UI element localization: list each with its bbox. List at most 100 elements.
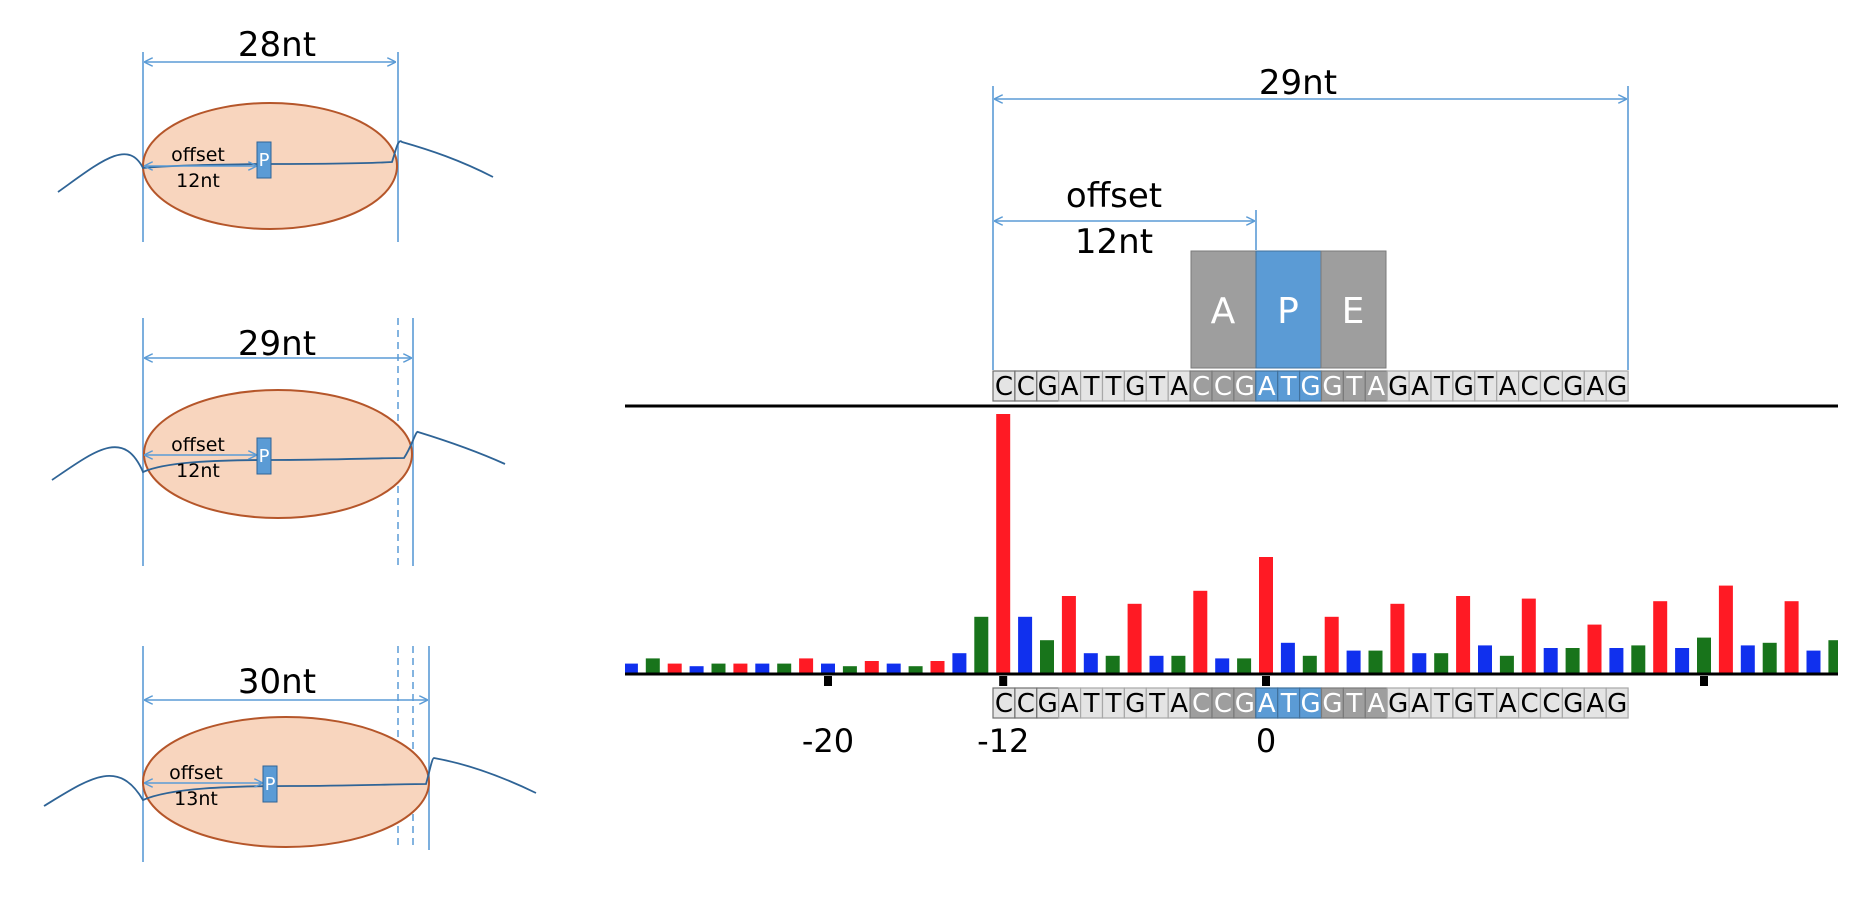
reference-nucleotide-letter: G	[1038, 689, 1058, 719]
bar-nt-14	[1565, 648, 1580, 674]
reference-nucleotide-letter: T	[1477, 689, 1494, 719]
offset-label: offset	[169, 762, 223, 784]
footprint-nucleotide-letter: A	[1258, 372, 1276, 402]
offset-label: offset	[171, 434, 225, 456]
footprint-nucleotide-letter: T	[1433, 372, 1450, 402]
p-site-label: P	[1277, 291, 1299, 332]
reference-nucleotide-letter: G	[1300, 689, 1320, 719]
bar-nt--26	[689, 666, 704, 674]
reference-nucleotide-letter: A	[1499, 689, 1517, 719]
reference-nucleotide-letter: G	[1235, 689, 1255, 719]
bar-nt--16	[908, 666, 923, 674]
bar-nt-23	[1762, 642, 1777, 674]
bar-nt--25	[711, 663, 726, 674]
reference-nucleotide-letter: C	[1542, 689, 1560, 719]
length-label: 29nt	[1259, 63, 1337, 103]
bar-nt-5	[1368, 650, 1383, 674]
p-site-label: P	[265, 774, 276, 795]
reference-nucleotide-letter: T	[1280, 689, 1297, 719]
bar-nt-7	[1412, 653, 1427, 674]
bar-nt--11	[1018, 616, 1033, 674]
bar-nt--4	[1171, 655, 1186, 674]
bar-nt-0	[1259, 557, 1273, 674]
reference-nucleotide-letter: G	[1563, 689, 1583, 719]
bar-nt-24	[1784, 601, 1799, 674]
bar-nt--24	[733, 663, 748, 674]
reference-nucleotide-letter: G	[1322, 689, 1342, 719]
footprint-nucleotide-letter: A	[1586, 372, 1604, 402]
x-tick-label: 0	[1256, 722, 1276, 760]
reference-nucleotide-letter: G	[1125, 689, 1145, 719]
footprint-nucleotide-letter: C	[1520, 372, 1538, 402]
footprint-nucleotide-letter: G	[1388, 372, 1408, 402]
p-site-label: P	[259, 446, 270, 467]
ribosome-panel-29nt: 29nt P offset 12nt	[51, 318, 506, 566]
bar-nt-10	[1478, 645, 1492, 674]
footprint-nucleotide-letter: A	[1061, 372, 1079, 402]
reference-nucleotide-letter: T	[1083, 689, 1100, 719]
p-site-label: P	[259, 150, 270, 171]
length-label: 28nt	[238, 25, 316, 65]
bar-nt--12	[996, 414, 1011, 674]
footprint-nucleotide-cell	[1605, 370, 1629, 402]
footprint-nucleotide-letter: G	[1607, 372, 1627, 402]
reference-nucleotide-letter: T	[1345, 689, 1362, 719]
offset-label: offset	[171, 144, 225, 166]
reference-nucleotide-letter: T	[1433, 689, 1450, 719]
reference-nucleotide-letter: T	[1105, 689, 1122, 719]
mrna-strand	[57, 140, 494, 193]
offset-value: 12nt	[176, 460, 220, 482]
footprint-nucleotide-letter: A	[1367, 372, 1385, 402]
bar-nt-26	[1828, 640, 1838, 674]
bar-nt-18	[1653, 601, 1668, 674]
p-site-marker	[256, 437, 272, 475]
bar-nt-8	[1434, 653, 1449, 674]
reference-nucleotide-cell	[1605, 687, 1629, 719]
bar-nt--14	[952, 653, 967, 674]
reference-nucleotide-letter: A	[1367, 689, 1385, 719]
reference-nucleotide-letter: C	[995, 689, 1013, 719]
bar-nt-15	[1587, 624, 1602, 674]
bar-nt-17	[1631, 645, 1646, 674]
footprint-nucleotide-letter: T	[1148, 372, 1165, 402]
bar-nt--23	[755, 663, 770, 674]
length-label: 30nt	[238, 662, 316, 702]
offset-value: 13nt	[174, 788, 218, 810]
footprint-nucleotide-letter: T	[1477, 372, 1494, 402]
reference-nucleotide-letter: A	[1586, 689, 1604, 719]
bar-nt-16	[1609, 648, 1624, 674]
bar-nt--5	[1149, 655, 1164, 674]
bar-nt--28	[645, 658, 660, 674]
footprint-nucleotide-letter: G	[1322, 372, 1342, 402]
x-tick-label: -12	[977, 722, 1029, 760]
bar-nt-25	[1806, 650, 1821, 674]
bar-nt-12	[1521, 598, 1536, 674]
footprint-nucleotide-letter: C	[1017, 372, 1035, 402]
offset-value: 12nt	[176, 170, 220, 192]
bar-nt--3	[1193, 590, 1208, 674]
bar-nt-9	[1456, 596, 1471, 674]
reference-nucleotide-letter: C	[1214, 689, 1232, 719]
bar-nt-20	[1697, 637, 1711, 674]
reference-nucleotide-letter: C	[1017, 689, 1035, 719]
footprint-nucleotide-letter: C	[1192, 372, 1210, 402]
footprint-nucleotide-letter: T	[1280, 372, 1297, 402]
reference-nucleotide-letter: C	[1520, 689, 1538, 719]
reference-nucleotide-letter: A	[1411, 689, 1429, 719]
bar-nt--10	[1040, 640, 1054, 674]
x-tick-label: -20	[802, 722, 854, 760]
mrna-strand	[51, 431, 506, 481]
bar-nt--9	[1061, 596, 1076, 674]
bar-nt--19	[842, 666, 857, 674]
bar-series	[625, 414, 1838, 674]
footprint-nucleotide-letter: A	[1499, 372, 1517, 402]
p-site-box	[1255, 250, 1322, 369]
bar-nt--6	[1127, 603, 1142, 674]
footprint-nucleotide-letter: T	[1345, 372, 1362, 402]
reference-nucleotide-letter: A	[1170, 689, 1188, 719]
bar-nt-4	[1346, 650, 1361, 674]
footprint-nucleotide-letter: G	[1235, 372, 1255, 402]
